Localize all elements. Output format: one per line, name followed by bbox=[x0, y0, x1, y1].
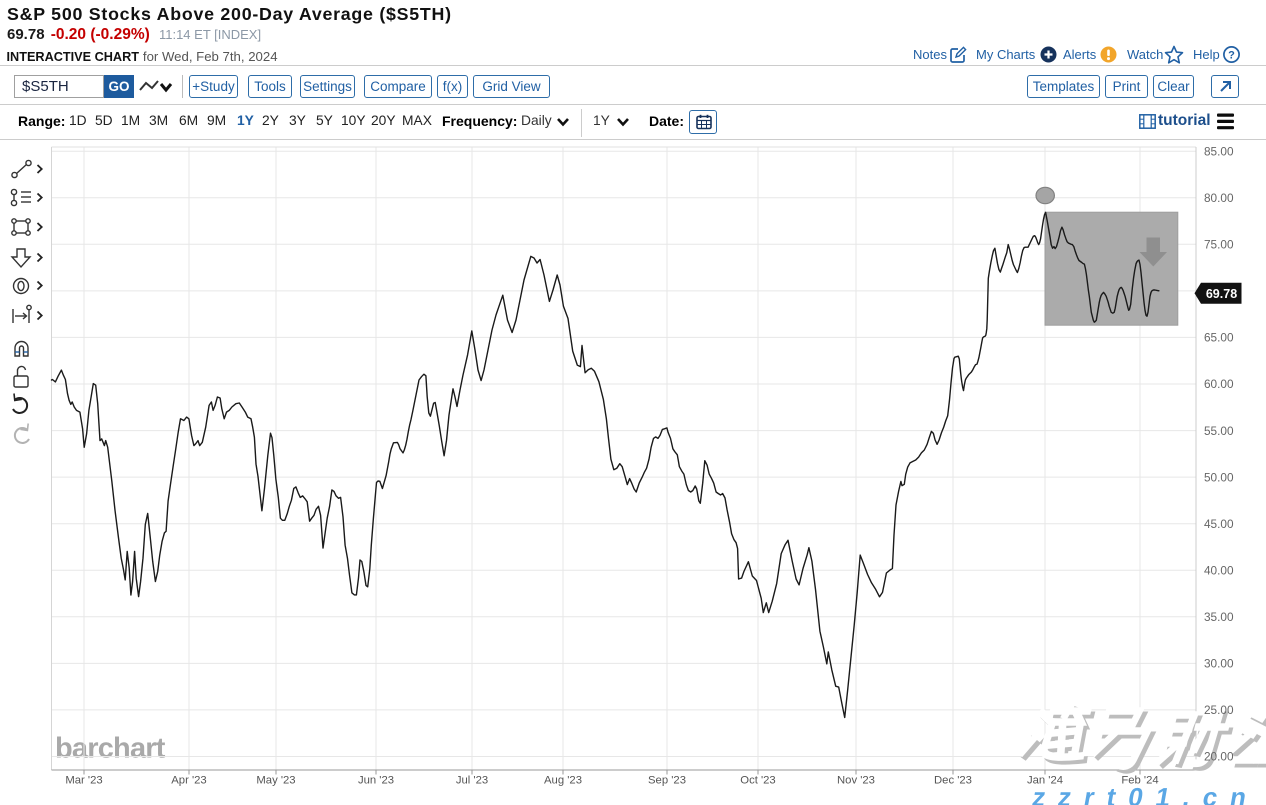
svg-text:30.00: 30.00 bbox=[1204, 657, 1234, 671]
svg-text:?: ? bbox=[1228, 49, 1235, 61]
svg-text:20.00: 20.00 bbox=[1204, 750, 1234, 764]
svg-text:May '23: May '23 bbox=[256, 775, 295, 787]
svg-text:40.00: 40.00 bbox=[1204, 563, 1234, 577]
svg-text:Jan '24: Jan '24 bbox=[1027, 775, 1063, 787]
svg-text:85.00: 85.00 bbox=[1204, 144, 1234, 158]
svg-text:Jul '23: Jul '23 bbox=[456, 775, 488, 787]
svg-text:35.00: 35.00 bbox=[1204, 610, 1234, 624]
svg-text:barchart: barchart bbox=[55, 733, 166, 765]
svg-text:60.00: 60.00 bbox=[1204, 377, 1234, 391]
svg-text:45.00: 45.00 bbox=[1204, 517, 1234, 531]
svg-text:65.00: 65.00 bbox=[1204, 331, 1234, 345]
svg-text:Oct '23: Oct '23 bbox=[740, 775, 775, 787]
svg-text:Sep '23: Sep '23 bbox=[648, 775, 686, 787]
svg-text:25.00: 25.00 bbox=[1204, 703, 1234, 717]
svg-text:69.78: 69.78 bbox=[1206, 287, 1237, 301]
svg-text:75.00: 75.00 bbox=[1204, 238, 1234, 252]
svg-text:80.00: 80.00 bbox=[1204, 191, 1234, 205]
svg-text:55.00: 55.00 bbox=[1204, 424, 1234, 438]
svg-text:Mar '23: Mar '23 bbox=[65, 775, 102, 787]
svg-text:zzrt01.cn: zzrt01.cn bbox=[1030, 782, 1262, 805]
svg-text:50.00: 50.00 bbox=[1204, 470, 1234, 484]
svg-text:Dec '23: Dec '23 bbox=[934, 775, 972, 787]
svg-text:Jun '23: Jun '23 bbox=[358, 775, 394, 787]
svg-text:Aug '23: Aug '23 bbox=[544, 775, 582, 787]
svg-text:Nov '23: Nov '23 bbox=[837, 775, 875, 787]
svg-text:Feb '24: Feb '24 bbox=[1121, 775, 1158, 787]
svg-text:Apr '23: Apr '23 bbox=[171, 775, 206, 787]
